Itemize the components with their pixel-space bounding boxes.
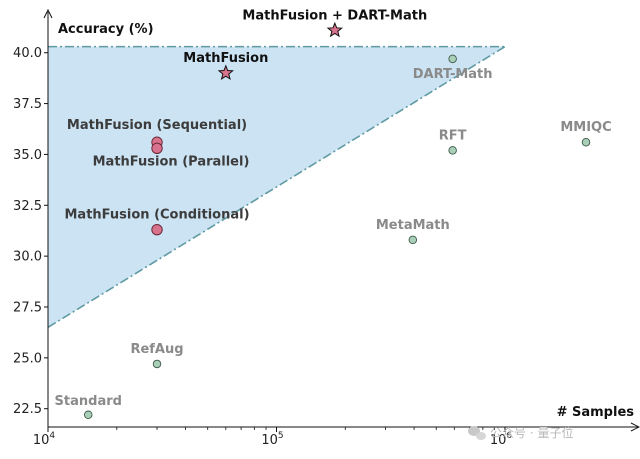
y-tick-label: 35.0 — [13, 148, 42, 163]
y-tick-label: 22.5 — [13, 402, 42, 417]
y-axis-arrow — [43, 8, 53, 19]
x-tick-label: 105 — [261, 431, 283, 448]
y-tick-label: 40.0 — [13, 46, 42, 61]
x-axis-label: # Samples — [557, 405, 635, 420]
baseline-label: RFT — [439, 128, 467, 143]
baseline-point — [448, 54, 457, 64]
mathfusion-label: MathFusion (Parallel) — [93, 154, 250, 169]
mathfusion-label: MathFusion (Conditional) — [65, 208, 250, 223]
wechat-icon — [468, 426, 486, 440]
baseline-label: RefAug — [130, 342, 183, 357]
mathfusion-label: MathFusion (Sequential) — [67, 118, 247, 133]
watermark-text: 公众号 · 量子位 — [490, 425, 573, 440]
star-label: MathFusion + DART-Math — [242, 8, 427, 23]
baseline-point — [581, 137, 591, 147]
x-tick-base: 10 — [33, 433, 50, 448]
baseline-label: Standard — [55, 394, 122, 409]
y-axis-label: Accuracy (%) — [58, 22, 154, 37]
x-tick-label: 106 — [490, 431, 513, 448]
baseline-point — [448, 146, 457, 155]
x-tick-base: 10 — [490, 433, 507, 448]
x-tick-exponent: 6 — [506, 431, 512, 441]
baseline-label: DART-Math — [413, 67, 493, 82]
y-tick-label: 25.0 — [13, 351, 42, 366]
baseline-point — [83, 410, 93, 420]
baseline-point — [152, 359, 162, 369]
region-lower-boundary — [47, 45, 506, 329]
y-tick-label: 32.5 — [13, 199, 42, 214]
x-axis-arrow — [630, 422, 640, 432]
baseline-label: MMIQC — [560, 120, 611, 135]
baseline-point — [408, 235, 418, 245]
x-tick-exponent: 5 — [278, 431, 284, 441]
labels-group: Standard RefAug MetaMath RFT DART-Math MMIQC M… — [55, 8, 612, 408]
x-tick-exponent: 4 — [49, 431, 55, 441]
mathfusion-point — [151, 142, 163, 155]
y-tick-label: 27.5 — [13, 300, 42, 315]
star-label: MathFusion — [183, 51, 268, 66]
points-group — [83, 21, 591, 420]
star-point — [217, 64, 234, 80]
y-tick-label: 30.0 — [13, 250, 42, 265]
star-point — [326, 21, 343, 38]
x-tick-label: 104 — [33, 431, 56, 448]
x-tick-base: 10 — [261, 433, 278, 448]
y-tick-label: 37.5 — [13, 97, 42, 112]
mathfusion-point — [151, 223, 163, 236]
shaded-region-group — [47, 45, 506, 329]
baseline-label: MetaMath — [376, 218, 450, 233]
watermark: 公众号 · 量子位 — [468, 425, 573, 440]
